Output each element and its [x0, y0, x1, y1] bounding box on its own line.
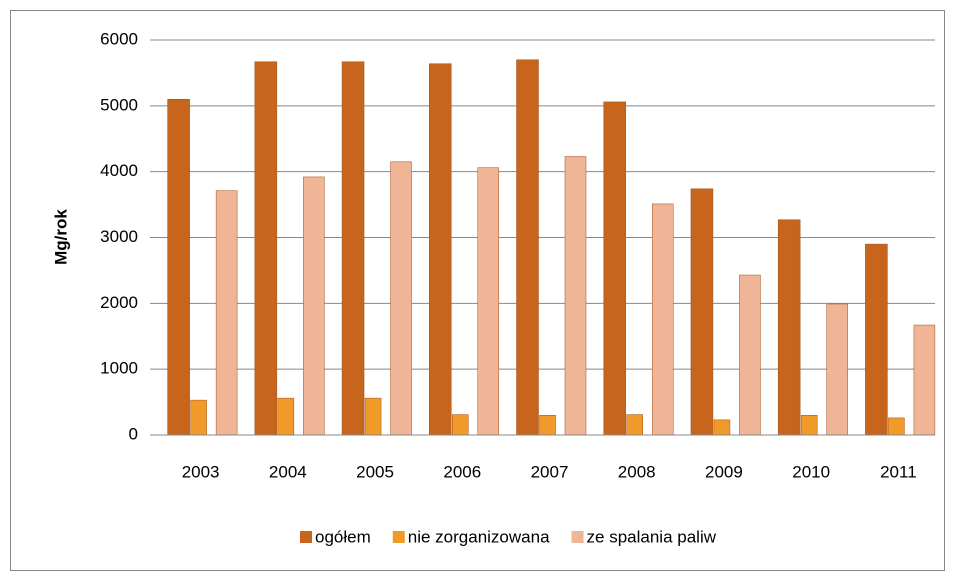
y-axis-label: Mg/rok [51, 209, 70, 265]
bar [651, 203, 674, 436]
chart-border [10, 10, 945, 571]
bar [303, 176, 325, 436]
bar [190, 399, 207, 436]
legend-swatch [392, 531, 405, 543]
bar [913, 324, 936, 436]
bar [167, 99, 190, 436]
bar [888, 417, 905, 436]
x-tick-label: 2006 [443, 462, 481, 481]
bar [364, 397, 382, 436]
bar [277, 397, 295, 436]
legend-swatch [300, 531, 312, 543]
bar [390, 161, 412, 436]
bar [215, 190, 238, 436]
x-tick-label: 2007 [531, 462, 569, 481]
bar [865, 243, 888, 436]
legend-label: ogółem [315, 527, 371, 546]
y-tick-label: 1000 [100, 359, 138, 378]
bar [690, 188, 714, 436]
bar [429, 63, 452, 436]
y-tick-label: 2000 [100, 293, 138, 312]
bar [626, 414, 643, 436]
bar [777, 219, 801, 436]
bar [826, 303, 848, 436]
x-tick-label: 2009 [705, 462, 743, 481]
x-tick-label: 2003 [182, 462, 220, 481]
x-tick-label: 2011 [880, 462, 917, 481]
bar [516, 59, 539, 436]
x-tick-label: 2008 [618, 462, 656, 481]
bar [800, 415, 818, 436]
bar [539, 415, 556, 436]
bar [254, 61, 278, 436]
legend-swatch [571, 531, 584, 543]
x-tick-label: 2004 [269, 462, 307, 481]
bar [477, 167, 500, 436]
x-tick-label: 2010 [792, 462, 830, 481]
bar [713, 419, 731, 436]
x-tick-label: 2005 [356, 462, 394, 481]
bar [341, 61, 365, 436]
legend-label: nie zorganizowana [408, 527, 550, 546]
y-tick-label: 4000 [100, 161, 138, 180]
bar [603, 101, 626, 436]
bar [452, 414, 469, 436]
legend-label: ze spalania paliw [587, 527, 717, 546]
y-tick-label: 3000 [100, 227, 138, 246]
bar [564, 156, 587, 436]
y-tick-label: 6000 [100, 29, 138, 48]
y-tick-label: 0 [129, 424, 138, 443]
bar [739, 274, 761, 436]
y-tick-label: 5000 [100, 95, 138, 114]
